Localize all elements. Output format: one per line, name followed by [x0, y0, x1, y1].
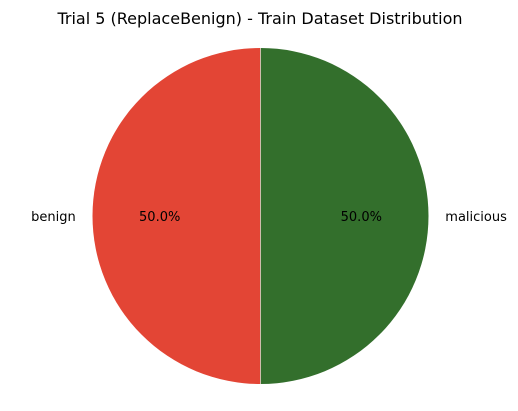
- pie-slice-malicious: [260, 48, 429, 384]
- pct-label-benign: 50.0%: [139, 210, 180, 225]
- slice-label-benign: benign: [31, 210, 76, 225]
- slice-label-malicious: malicious: [445, 210, 507, 225]
- pie-slices: [92, 48, 429, 385]
- chart-title: Trial 5 (ReplaceBenign) - Train Dataset …: [56, 9, 462, 28]
- pie-labels: 50.0% benign 50.0% malicious: [31, 210, 507, 225]
- pie-slice-benign: [92, 48, 261, 385]
- pct-label-malicious: 50.0%: [341, 210, 382, 225]
